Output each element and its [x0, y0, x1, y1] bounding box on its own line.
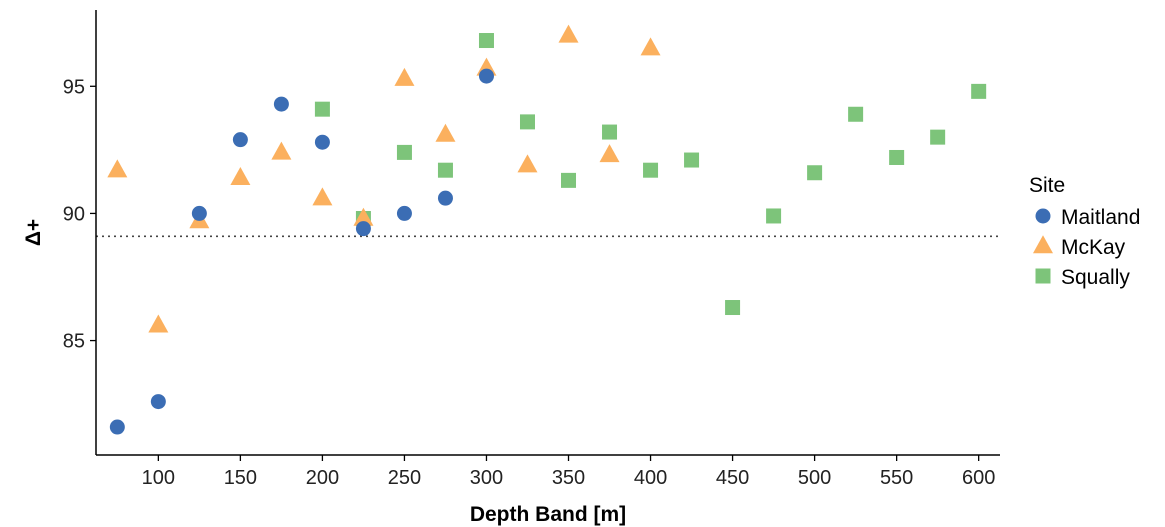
mckay-point	[230, 167, 251, 186]
squally-point	[519, 114, 535, 130]
mckay-point	[558, 24, 579, 43]
mckay-point	[394, 67, 415, 86]
squally-point	[684, 152, 700, 168]
squally-point	[930, 129, 946, 145]
maitland-point	[314, 134, 330, 150]
maitland-point	[232, 132, 248, 148]
maitland-point	[396, 205, 412, 221]
x-tick-label: 250	[388, 467, 421, 489]
x-tick-label: 450	[716, 467, 749, 489]
squally-point	[602, 124, 618, 140]
maitland-point	[437, 190, 453, 206]
x-tick-label: 350	[552, 467, 585, 489]
legend-title: Site	[1029, 174, 1065, 197]
x-tick-label: 400	[634, 467, 667, 489]
squally-point	[807, 165, 823, 181]
squally-point	[725, 300, 741, 316]
legend-key-maitland	[1035, 208, 1051, 224]
squally-point	[848, 106, 864, 122]
mckay-point	[312, 187, 333, 206]
x-tick-label: 500	[798, 467, 831, 489]
mckay-point	[640, 37, 661, 56]
squally-point	[561, 172, 577, 188]
x-tick-label: 600	[962, 467, 995, 489]
maitland-point	[273, 96, 289, 112]
squally-point	[889, 149, 905, 165]
squally-point	[314, 101, 330, 117]
mckay-point	[353, 207, 374, 226]
x-tick-label: 150	[224, 467, 257, 489]
y-tick-label: 90	[63, 203, 85, 225]
squally-point	[971, 83, 987, 99]
squally-point	[643, 162, 659, 178]
maitland-point	[478, 68, 494, 84]
squally-point	[766, 208, 782, 224]
squally-point	[437, 162, 453, 178]
y-axis-title: Δ+	[22, 219, 45, 246]
legend-label-mckay: McKay	[1061, 236, 1126, 259]
mckay-point	[107, 159, 128, 178]
mckay-point	[599, 144, 620, 163]
x-tick-label: 200	[306, 467, 339, 489]
legend-label-squally: Squally	[1061, 266, 1130, 289]
x-axis-title: Depth Band [m]	[470, 503, 626, 526]
x-tick-label: 100	[142, 467, 175, 489]
mckay-point	[271, 141, 292, 160]
maitland-point	[150, 394, 166, 410]
legend-key-mckay	[1033, 235, 1053, 254]
mckay-point	[435, 123, 456, 142]
x-tick-label: 300	[470, 467, 503, 489]
mckay-point	[148, 314, 169, 333]
maitland-point	[191, 205, 207, 221]
maitland-point	[355, 221, 371, 237]
legend-label-maitland: Maitland	[1061, 206, 1140, 229]
mckay-point	[517, 154, 538, 173]
x-tick-label: 550	[880, 467, 913, 489]
squally-point	[478, 33, 494, 49]
squally-point	[396, 144, 412, 160]
legend-key-squally	[1035, 268, 1051, 284]
y-tick-label: 95	[63, 76, 85, 98]
y-tick-label: 85	[63, 331, 85, 353]
maitland-point	[109, 419, 125, 435]
